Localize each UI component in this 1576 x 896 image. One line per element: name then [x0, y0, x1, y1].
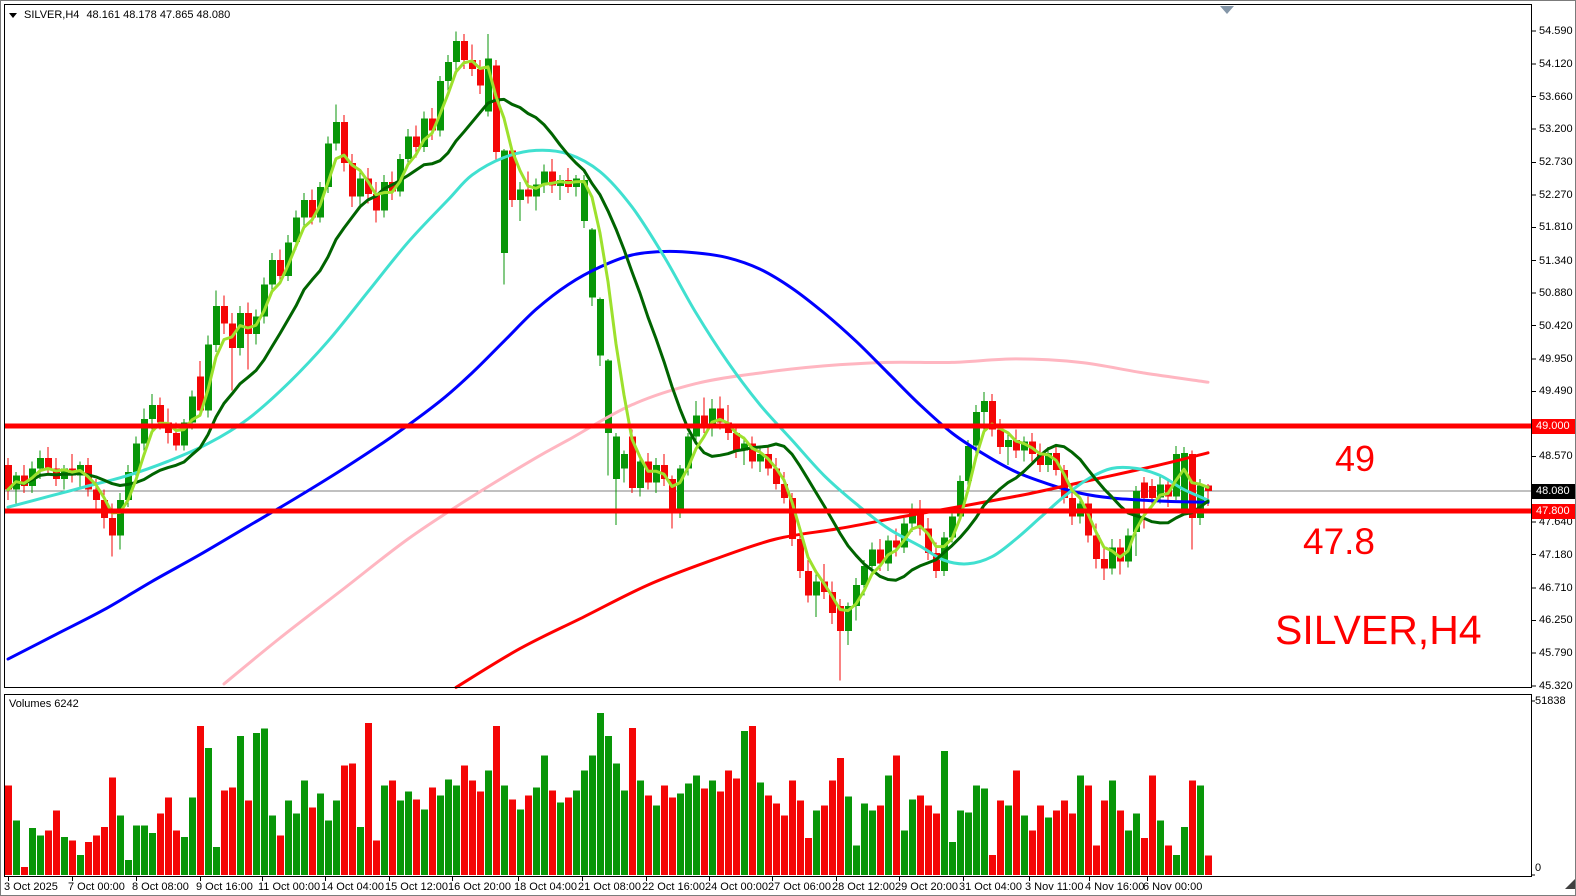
price-tick-label: 52.730: [1539, 156, 1573, 169]
symbol-period-label: SILVER,H4: [24, 9, 80, 21]
price-tick-label: 54.120: [1539, 58, 1573, 71]
time-tick-label: 6 Nov 00:00: [1143, 881, 1203, 893]
price-tick-label: 49.490: [1539, 385, 1573, 398]
time-tick-label: 9 Oct 16:00: [196, 881, 253, 893]
time-tick-label: 28 Oct 12:00: [832, 881, 895, 893]
time-tick-label: 24 Oct 00:00: [705, 881, 768, 893]
time-tick-label: 31 Oct 04:00: [959, 881, 1022, 893]
annotation-47-8: 47.8: [1303, 521, 1376, 562]
symbol-dropdown-icon[interactable]: [9, 12, 17, 18]
price-tick-label: 53.200: [1539, 123, 1573, 136]
price-tick-label: 51.810: [1539, 221, 1573, 234]
volume-axis-min: 0: [1535, 862, 1542, 874]
time-tick-label: 15 Oct 12:00: [385, 881, 448, 893]
price-tick-label: 50.420: [1539, 319, 1573, 332]
candles: [5, 31, 1212, 681]
price-tick-label: 48.570: [1539, 450, 1573, 463]
price-tick-label: 47.640: [1539, 516, 1573, 529]
ma-fast-lightgreen: [6, 59, 1210, 613]
price-tick-label: 52.270: [1539, 188, 1573, 201]
time-tick-label: 7 Oct 00:00: [68, 881, 125, 893]
price-tick-label: 46.250: [1539, 614, 1573, 627]
main-pane-frame: [4, 4, 1532, 688]
time-tick-label: 4 Nov 16:00: [1085, 881, 1145, 893]
price-tick-label: 49.950: [1539, 352, 1573, 365]
price-tick-label: 54.590: [1539, 25, 1573, 37]
price-badge-47.800: 47.800: [1532, 503, 1575, 519]
chart-shift-marker-icon[interactable]: [1220, 6, 1234, 14]
resize-grip-icon[interactable]: [1565, 879, 1575, 889]
time-tick-label: 27 Oct 06:00: [768, 881, 831, 893]
ma-pink: [222, 357, 1210, 686]
time-tick-label: 3 Nov 11:00: [1025, 881, 1084, 893]
volume-pane-frame: [4, 694, 1532, 877]
price-tick-label: 46.710: [1539, 581, 1573, 594]
price-badge-48.080: 48.080: [1532, 483, 1575, 499]
time-tick-label: 3 Oct 2025: [4, 881, 58, 893]
ohlc-values: 48.161 48.178 47.865 48.080: [86, 9, 231, 21]
volume-bars: [5, 713, 1212, 875]
ma-slow-darkgreen: [6, 97, 1210, 582]
price-tick-label: 50.880: [1539, 287, 1573, 300]
price-tick-label: 45.790: [1539, 646, 1573, 659]
time-tick-label: 18 Oct 04:00: [514, 881, 577, 893]
price-tick-label: 53.660: [1539, 90, 1573, 103]
price-tick-label: 45.320: [1539, 680, 1573, 692]
axis-tick-marks: [8, 30, 1536, 881]
price-tick-label: 47.180: [1539, 548, 1573, 561]
chart-header: SILVER,H4 48.161 48.178 47.865 48.080: [9, 9, 230, 21]
volume-axis-max: 51838: [1535, 695, 1566, 707]
trendline-red[interactable]: [454, 451, 1210, 689]
ma-cyan: [6, 148, 1210, 566]
price-tick-label: 51.340: [1539, 254, 1573, 267]
volumes-indicator-label: Volumes 6242: [9, 698, 79, 710]
time-tick-label: 21 Oct 08:00: [578, 881, 641, 893]
annotation-49: 49: [1335, 438, 1376, 479]
time-tick-label: 16 Oct 20:00: [448, 881, 511, 893]
time-tick-label: 14 Oct 04:00: [321, 881, 384, 893]
time-tick-label: 11 Oct 00:00: [258, 881, 321, 893]
price-badge-49.000: 49.000: [1532, 418, 1575, 434]
time-tick-label: 29 Oct 20:00: [895, 881, 958, 893]
time-tick-label: 8 Oct 08:00: [132, 881, 189, 893]
annotation-watermark: SILVER,H4: [1275, 607, 1482, 653]
time-tick-label: 22 Oct 16:00: [642, 881, 705, 893]
